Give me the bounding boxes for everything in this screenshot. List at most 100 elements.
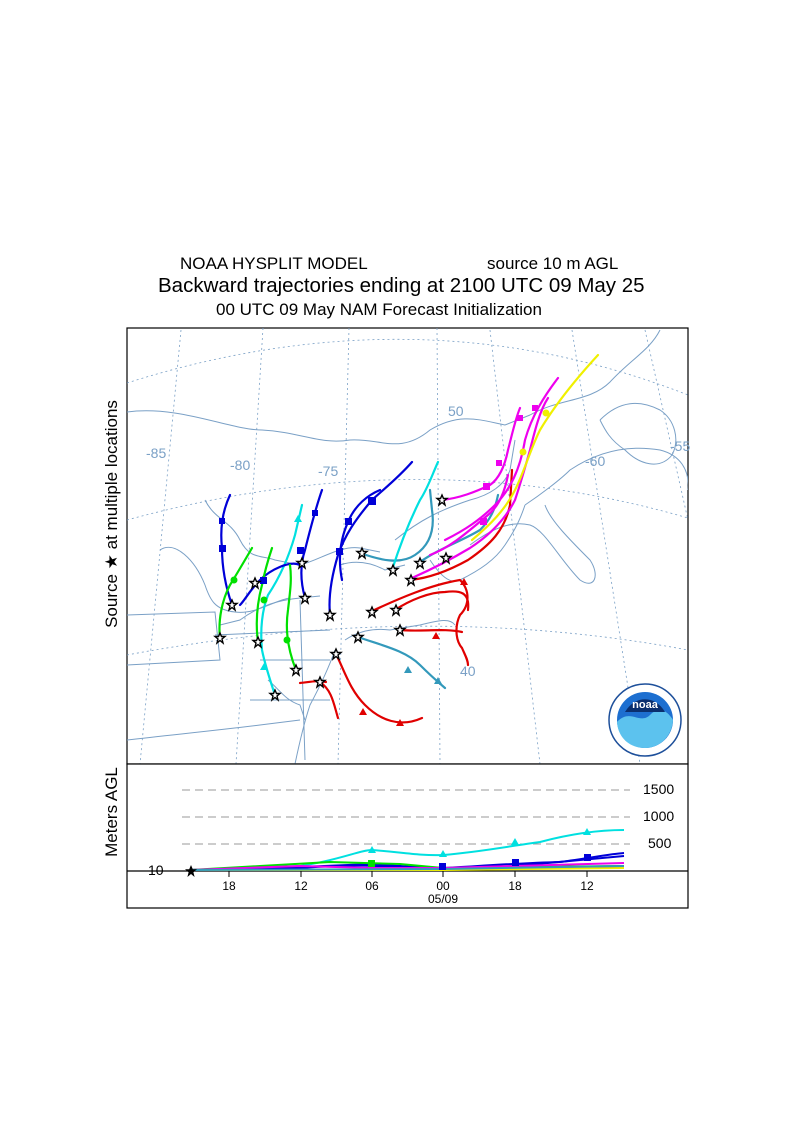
source-star	[323, 608, 337, 622]
source-star	[251, 635, 265, 649]
lon-label-85: -85	[146, 445, 166, 461]
gulf-st-lawrence	[524, 447, 688, 506]
trajectory-cyan-2	[260, 503, 304, 697]
source-height: source 10 m AGL	[487, 254, 619, 273]
trajectory-magenta-3	[428, 473, 510, 557]
height-source-star	[185, 865, 197, 877]
newfoundland	[599, 402, 677, 465]
trajectory-title: Backward trajectories ending at 2100 UTC…	[158, 274, 645, 297]
nova-scotia	[469, 504, 596, 584]
height-marker	[583, 828, 591, 835]
marker-blue	[297, 547, 304, 554]
marker-green	[283, 636, 291, 644]
lat-label-50: 50	[448, 403, 464, 419]
lon-label-55: -55	[670, 438, 690, 454]
trajectory-red-3	[368, 578, 470, 667]
atlantic-coast	[294, 649, 336, 764]
lon-label-80: -80	[230, 457, 250, 473]
height-x-ticks: 18 12 06 00 18 12 05/09	[222, 879, 594, 906]
y-tick-1500: 1500	[643, 781, 674, 797]
height-axis-label: Meters AGL	[102, 767, 121, 857]
trajectory-magenta-1	[410, 396, 550, 580]
height-frame	[126, 763, 689, 909]
x-tick-12: 12	[294, 879, 308, 893]
marker-magenta	[532, 405, 538, 411]
trajectory-red-5	[393, 590, 470, 612]
x-date-label: 05/09	[428, 892, 458, 906]
marker-magenta	[496, 460, 502, 466]
height-marker	[512, 859, 519, 866]
marker-blue	[219, 518, 225, 524]
logo-bird	[625, 699, 665, 712]
marker-magenta	[483, 483, 490, 490]
marker-steelblue	[434, 677, 442, 684]
source-star	[393, 623, 407, 637]
height-traces	[189, 829, 625, 871]
source-star	[268, 688, 282, 702]
source-star	[289, 663, 303, 677]
source-star	[225, 598, 239, 612]
marker-yellow	[519, 448, 527, 456]
noaa-logo: noaa	[608, 683, 682, 757]
marker-blue	[312, 510, 318, 516]
source-star	[213, 631, 227, 645]
map-frame	[126, 327, 689, 765]
source-star	[355, 546, 369, 560]
x-tick-06: 06	[365, 879, 379, 893]
source-star	[329, 647, 343, 661]
source-star	[439, 551, 453, 565]
trajectory-blue-3	[328, 460, 414, 617]
trajectory-markers	[219, 405, 550, 726]
source-star	[413, 556, 427, 570]
source-star	[386, 563, 400, 577]
lat-label-40: 40	[460, 663, 476, 679]
marker-magenta	[480, 518, 487, 525]
source-stars	[213, 493, 453, 702]
x-tick-00: 00	[436, 879, 450, 893]
marker-blue	[368, 497, 376, 505]
hudson-shore	[127, 329, 661, 445]
source-star	[404, 573, 418, 587]
trajectory-red-6	[408, 468, 514, 582]
height-marker	[439, 850, 447, 857]
marker-blue	[260, 577, 267, 584]
state-lines-mid	[214, 599, 331, 761]
coordinate-labels: -85 -80 -75 -60 -55 50 40	[146, 403, 690, 679]
trajectories	[218, 353, 600, 724]
height-marker	[584, 854, 591, 861]
forecast-initialization: 00 UTC 09 May NAM Forecast Initializatio…	[216, 300, 542, 319]
trajectory-yellow-1	[470, 353, 600, 542]
marker-red	[359, 708, 367, 715]
trajectory-blue-2	[300, 488, 324, 600]
marker-blue	[345, 518, 352, 525]
lat-line-50	[127, 479, 688, 521]
source-side-label: Source ★ at multiple locations	[102, 400, 121, 628]
source-star	[313, 675, 327, 689]
height-trace-magenta	[189, 862, 625, 871]
height-x-tickmarks	[228, 871, 588, 877]
source-star	[365, 605, 379, 619]
height-marker	[511, 838, 519, 845]
marker-red	[432, 632, 440, 639]
source-star	[248, 576, 262, 590]
y-tick-base: 10	[148, 862, 164, 878]
height-y-ticks: 1500 1000 500 10	[148, 781, 674, 878]
source-star	[389, 603, 403, 617]
height-marker	[439, 863, 446, 870]
trajectory-magenta-2	[440, 406, 522, 502]
trajectory-green-2	[255, 546, 274, 644]
marker-magenta	[517, 415, 523, 421]
height-panel: 1500 1000 500 10 18 12 06 00 18 12 05/09	[126, 763, 689, 909]
marker-red	[396, 719, 404, 726]
height-marker	[368, 846, 376, 853]
trajectory-steelblue-2	[358, 488, 434, 562]
marker-green	[230, 576, 238, 584]
lat-line-40	[127, 625, 688, 656]
marker-cyan	[260, 663, 268, 670]
lon-label-60: -60	[585, 453, 605, 469]
marker-blue	[219, 545, 226, 552]
southern-border	[127, 719, 301, 741]
height-markers	[368, 828, 591, 870]
source-star	[351, 630, 365, 644]
